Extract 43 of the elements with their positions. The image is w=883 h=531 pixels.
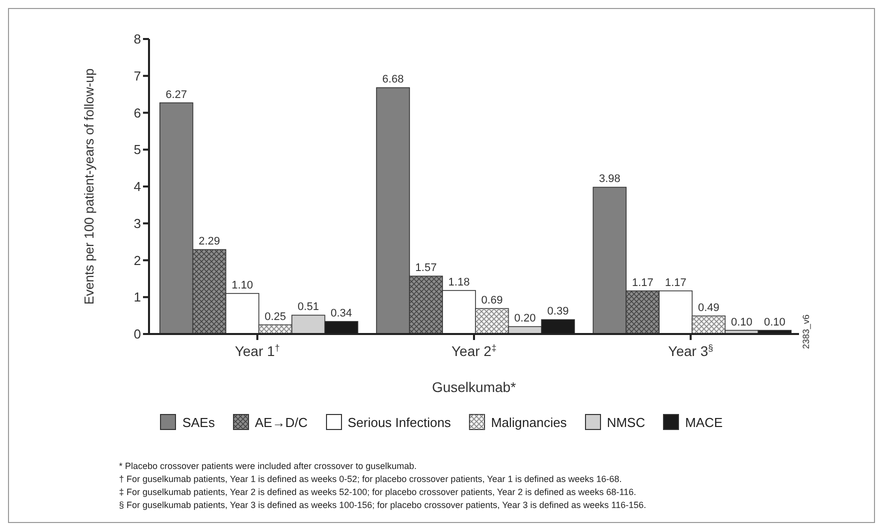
y-tick-label: 7	[134, 68, 141, 84]
y-tick-label: 0	[134, 326, 141, 342]
y-tick-label: 4	[134, 179, 141, 194]
y-tick-label: 5	[134, 142, 141, 158]
legend-label: NMSC	[606, 414, 646, 430]
data-label: 6.27	[166, 88, 188, 101]
data-label: 1.17	[632, 276, 654, 289]
data-label: 1.18	[448, 276, 470, 288]
legend-label: MACE	[684, 414, 723, 430]
data-label: 2.29	[198, 236, 220, 248]
data-label: 1.17	[664, 276, 686, 289]
x-tick-label: Year 2$^{‡}$	[451, 343, 497, 359]
y-tick-label: 3	[134, 216, 141, 231]
y-axis-title: Events per 100 patient-years of follow-up	[82, 68, 97, 305]
y-tick-label: 2	[134, 252, 141, 268]
figure-code: 2383_v6	[801, 314, 811, 349]
data-label: 0.39	[547, 306, 569, 318]
data-label: 0.69	[481, 294, 503, 307]
data-label: 0.10	[764, 316, 786, 328]
legend-label: Serious Infections	[346, 414, 451, 430]
legend-label: SAEs	[181, 414, 215, 430]
y-tick-label: 6	[134, 105, 141, 120]
legend-label: AE→D/C	[254, 414, 308, 430]
text: ‡ For guselkumab patients, Year 2 is defined as weeks 52-100; for placebo crossover patients, Year 2 is defined as weeks 68-116.	[119, 486, 638, 499]
data-label: 3.98	[598, 173, 620, 186]
data-label: 1.57	[415, 262, 437, 274]
text: † For guselkumab patients, Year 1 is defined as weeks 0-52; for placebo crossover patients, Year 1 is defined as weeks 16-68.	[119, 473, 623, 486]
data-label: 0.49	[698, 302, 720, 314]
y-tick-label: 8	[134, 32, 141, 47]
data-label: 0.20	[514, 312, 536, 325]
data-label: 6.68	[382, 74, 404, 86]
data-label: 1.10	[232, 279, 254, 292]
data-label: 0.51	[298, 301, 320, 314]
y-tick-label: 1	[134, 290, 141, 305]
x-tick-label: Year 1$^{†}$	[234, 343, 280, 359]
text: * Placebo crossover patients were included after crossover to guselkumab.	[119, 460, 418, 473]
data-label: 0.34	[330, 307, 352, 320]
x-tick-label: Year 3$^{§}$	[668, 343, 714, 359]
data-label: 0.10	[730, 316, 752, 328]
legend-label: Malignancies	[490, 414, 567, 430]
x-axis-title: Guselkumab*	[432, 379, 517, 395]
data-label: 0.25	[264, 310, 286, 323]
text: § For guselkumab patients, Year 3 is defined as weeks 100-156; for placebo crossover patients, Year 3 is defined as weeks 116-156.	[119, 499, 648, 512]
